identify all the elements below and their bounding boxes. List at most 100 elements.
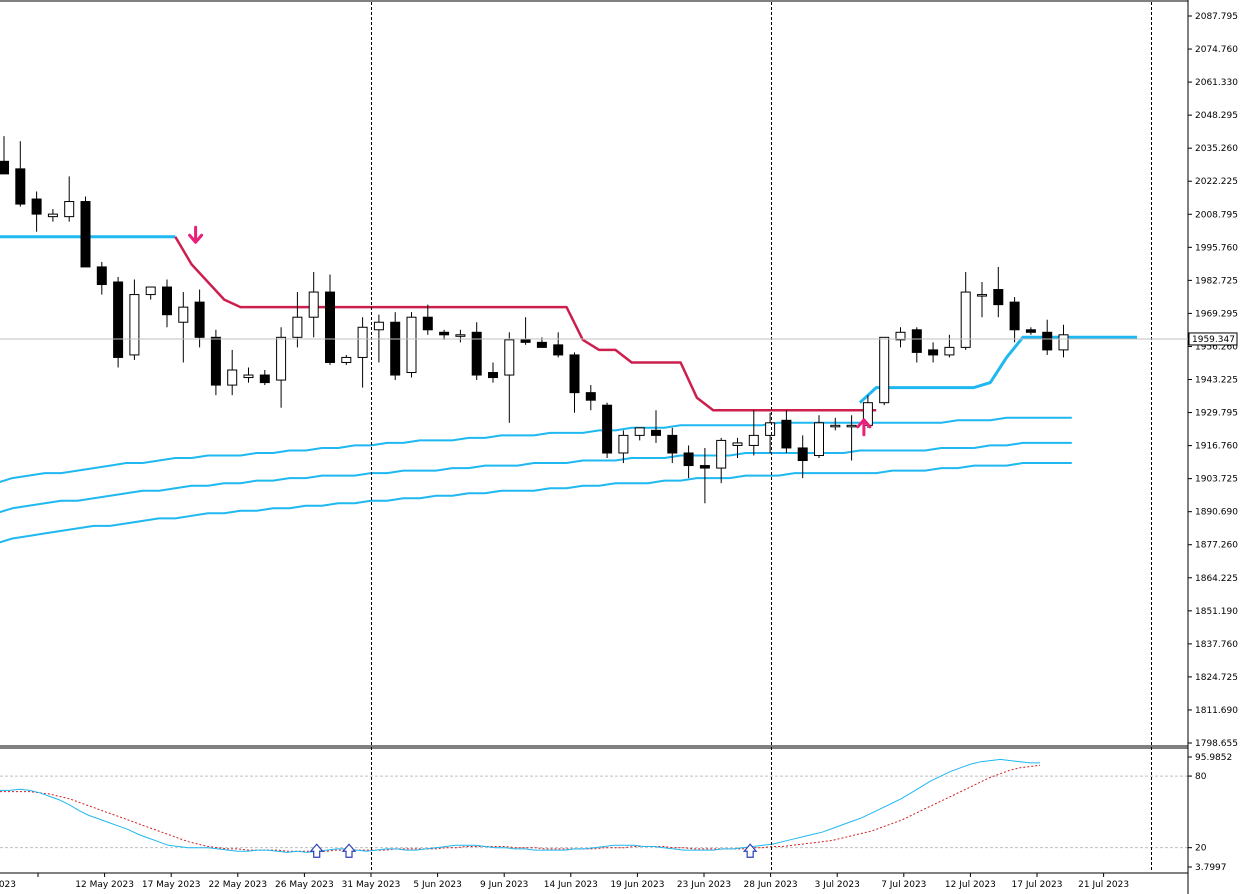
y-tick-label: 2074.760 <box>1195 45 1238 55</box>
candle <box>618 430 629 464</box>
candle-body <box>895 331 906 341</box>
candle-body <box>178 306 189 323</box>
y-tick-label: 2048.295 <box>1195 111 1238 121</box>
x-tick-label: 3 Jul 2023 <box>815 880 860 890</box>
candle <box>15 141 26 207</box>
candle <box>895 327 906 348</box>
candle-body <box>243 374 254 379</box>
candle-body <box>194 301 205 338</box>
x-tick-label: 12 May 2023 <box>75 880 134 890</box>
y-tick-label: 1877.260 <box>1195 541 1238 551</box>
candle-body <box>308 291 319 318</box>
y-tick-label: 1956.260 <box>1195 342 1238 352</box>
candle <box>471 322 482 381</box>
candle-body <box>1058 334 1069 351</box>
x-tick-label: 5 Jun 2023 <box>413 880 461 890</box>
candle-body <box>292 316 303 338</box>
candle <box>145 286 156 300</box>
candle <box>422 304 433 335</box>
x-tick-label: 26 May 2023 <box>275 880 334 890</box>
osc-y-tick-label: 95.9852 <box>1195 753 1232 763</box>
y-tick-label: 1811.690 <box>1195 706 1238 716</box>
candle <box>276 327 287 408</box>
candle-body <box>814 422 824 456</box>
candle-body <box>357 326 368 358</box>
candle <box>716 437 727 484</box>
candle <box>699 447 710 504</box>
candle-body <box>129 294 140 356</box>
candle-body <box>699 465 710 469</box>
band-lower-line <box>0 462 1072 544</box>
candle <box>781 410 792 453</box>
band-middle-line <box>0 441 1072 514</box>
candle-body <box>618 434 629 454</box>
candle <box>977 282 987 318</box>
y-tick-label: 2008.795 <box>1195 210 1238 220</box>
y-tick-label: 1837.760 <box>1195 640 1238 650</box>
candle <box>96 261 107 295</box>
candle-body <box>145 286 156 296</box>
candle-body <box>390 321 401 376</box>
candle-body <box>162 286 172 316</box>
candle <box>928 342 939 363</box>
y-tick-label: 1929.795 <box>1195 409 1238 419</box>
y-tick-label: 1824.725 <box>1195 673 1238 683</box>
candle-body <box>1042 331 1053 351</box>
y-tick-label: 2087.795 <box>1195 12 1238 22</box>
candle-body <box>504 339 515 376</box>
candle <box>879 336 890 406</box>
candle <box>520 317 531 345</box>
candle <box>1009 297 1020 343</box>
candle-body <box>471 331 482 376</box>
candle-body <box>781 419 792 449</box>
candle <box>846 415 857 461</box>
candle-body <box>993 289 1004 306</box>
current-price-label: 1959.347 <box>1192 335 1235 345</box>
y-tick-label: 1995.760 <box>1195 243 1238 253</box>
candle <box>31 191 42 232</box>
candle-body <box>732 442 743 446</box>
x-tick-label: 19 Jun 2023 <box>610 880 664 890</box>
candle-body <box>113 281 124 358</box>
candle-body <box>553 344 564 356</box>
band-upper-line <box>0 416 1072 483</box>
candle <box>194 289 205 348</box>
candle-body <box>96 266 107 286</box>
candle-body <box>585 392 596 401</box>
candle <box>488 362 498 383</box>
candle-body <box>911 329 922 353</box>
candle-body <box>748 434 759 446</box>
candle-body <box>944 346 955 356</box>
x-tick-label: 22 May 2023 <box>208 880 267 890</box>
candle <box>651 410 661 443</box>
osc-y-tick-label: 3.7997 <box>1195 863 1227 873</box>
candle-body <box>276 336 287 381</box>
x-tick-label: 14 Jun 2023 <box>544 880 598 890</box>
candle <box>80 196 91 268</box>
x-tick-label: 23 Jun 2023 <box>677 880 731 890</box>
candle <box>292 292 303 348</box>
y-tick-label: 1851.190 <box>1195 607 1238 617</box>
candle-body <box>716 439 727 469</box>
osc-arrow-up-1 <box>341 843 357 858</box>
candle-body <box>15 168 26 205</box>
candle-body <box>1025 329 1036 333</box>
candle <box>455 329 466 343</box>
candle-body <box>797 447 808 462</box>
signal-arrow-down-0 <box>188 225 204 244</box>
y-tick-label: 2061.330 <box>1195 78 1238 88</box>
candle <box>113 276 124 368</box>
candle <box>602 402 613 459</box>
candle-body <box>488 372 498 379</box>
candle <box>960 271 971 350</box>
candle-body <box>977 294 987 297</box>
candle <box>1058 324 1069 358</box>
y-tick-label: 1982.725 <box>1195 276 1238 286</box>
candle-body <box>31 198 42 215</box>
candle-body <box>439 331 450 336</box>
candle-body <box>341 356 352 363</box>
main-price-panel <box>0 136 1137 544</box>
candle <box>1042 319 1053 355</box>
candle-body <box>602 404 613 454</box>
